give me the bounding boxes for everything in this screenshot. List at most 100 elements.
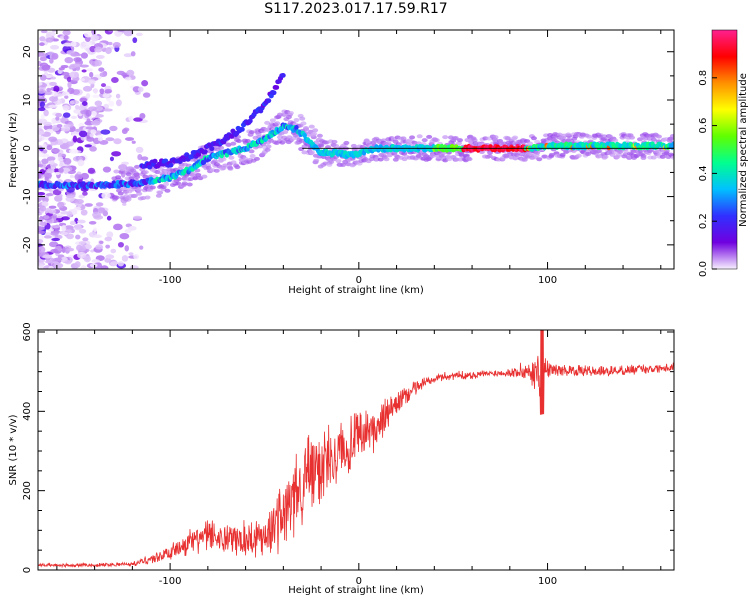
- noise-blob: [55, 116, 60, 121]
- halo-blob: [211, 159, 218, 164]
- x-tick-label: 0: [356, 275, 362, 286]
- snr-series-line: [38, 330, 674, 569]
- noise-blob: [38, 246, 46, 254]
- noise-blob: [80, 265, 87, 269]
- noise-blob: [75, 244, 83, 252]
- noise-blob: [85, 93, 91, 99]
- noise-blob: [95, 244, 104, 250]
- noise-blob: [99, 72, 108, 78]
- halo-blob: [136, 187, 143, 192]
- noise-blob: [111, 77, 119, 84]
- noise-blob: [86, 136, 95, 142]
- noise-blob: [84, 144, 92, 148]
- noise-blob: [82, 85, 93, 92]
- halo-blob: [130, 168, 137, 173]
- noise-blob: [74, 198, 84, 205]
- halo-blob: [416, 134, 423, 139]
- noise-blob: [117, 241, 124, 248]
- halo-blob: [316, 133, 323, 138]
- halo-blob: [602, 154, 609, 159]
- noise-blob: [86, 118, 91, 123]
- halo-blob: [470, 136, 477, 141]
- noise-blob: [93, 88, 98, 94]
- noise-blob: [72, 135, 78, 143]
- halo-blob: [527, 141, 534, 146]
- secondary-track-point: [280, 73, 286, 78]
- halo-blob: [115, 175, 122, 180]
- noise-blob: [69, 174, 75, 179]
- noise-blob: [50, 248, 59, 254]
- noise-blob: [100, 265, 109, 269]
- noise-blob: [62, 30, 71, 36]
- halo-blob: [303, 126, 310, 131]
- noise-blob: [77, 251, 87, 259]
- halo-blob: [670, 155, 674, 160]
- noise-blob: [49, 81, 57, 87]
- halo-blob: [669, 134, 674, 139]
- noise-blob: [83, 31, 93, 38]
- noise-blob: [53, 262, 64, 269]
- noise-blob: [51, 91, 58, 97]
- halo-blob: [650, 155, 657, 160]
- halo-blob: [650, 137, 657, 142]
- noise-blob: [80, 209, 88, 216]
- halo-blob: [113, 195, 120, 200]
- halo-blob: [163, 182, 170, 187]
- noise-blob: [65, 141, 74, 147]
- halo-blob: [340, 162, 347, 167]
- halo-blob: [265, 144, 272, 149]
- noise-blob: [38, 173, 42, 179]
- halo-blob: [640, 155, 647, 160]
- snr-panel: -100 0 100 0 200 400 600 Height of straight li…: [8, 322, 675, 596]
- halo-blob: [311, 131, 318, 136]
- noise-blob: [46, 156, 56, 162]
- halo-blob: [155, 193, 162, 198]
- noise-blob: [69, 100, 80, 105]
- snr-y-axis-label: SNR (10 * v/v): [8, 414, 19, 485]
- y-tick-label: 600: [22, 322, 33, 341]
- secondary-track-point: [162, 158, 169, 164]
- halo-blob: [565, 132, 572, 137]
- noise-blob: [98, 240, 104, 244]
- secondary-track-point: [266, 98, 272, 104]
- noise-blob: [41, 64, 51, 71]
- noise-blob: [142, 92, 151, 98]
- noise-blob: [94, 114, 104, 118]
- halo-blob: [308, 124, 315, 129]
- noise-blob: [133, 254, 139, 260]
- colorbar-tick-label: 0.0: [698, 261, 709, 277]
- noise-blob: [39, 101, 46, 108]
- colorbar-tick-label: 0.2: [698, 213, 709, 229]
- noise-blob: [98, 67, 105, 72]
- noise-blob: [78, 105, 86, 111]
- halo-blob: [504, 136, 511, 141]
- halo-blob: [512, 156, 519, 161]
- noise-blob: [62, 91, 70, 96]
- noise-blob: [82, 237, 89, 242]
- noise-blob: [62, 42, 73, 47]
- noise-blob: [51, 237, 61, 242]
- halo-blob: [192, 176, 199, 181]
- noise-blob: [58, 167, 64, 173]
- noise-blob: [38, 238, 44, 244]
- noise-blob: [113, 138, 122, 145]
- colorbar: 0.0 0.2 0.4 0.6 0.8 Normalized spectral ampl…: [698, 29, 749, 277]
- halo-blob: [492, 135, 499, 140]
- noise-blob: [44, 176, 49, 181]
- halo-blob: [249, 154, 256, 159]
- halo-blob: [233, 163, 240, 168]
- halo-blob: [299, 116, 306, 121]
- noise-blob: [85, 109, 92, 117]
- halo-blob: [318, 143, 325, 148]
- noise-blob: [43, 109, 49, 117]
- halo-blob: [181, 181, 188, 186]
- x-tick-label: 0: [356, 576, 362, 587]
- noise-blob: [56, 93, 63, 97]
- secondary-track-point: [247, 118, 253, 124]
- noise-blob: [48, 136, 58, 142]
- noise-blob: [105, 137, 115, 142]
- noise-blob: [94, 100, 103, 107]
- y-tick-label: -10: [22, 188, 33, 204]
- noise-blob: [135, 32, 143, 37]
